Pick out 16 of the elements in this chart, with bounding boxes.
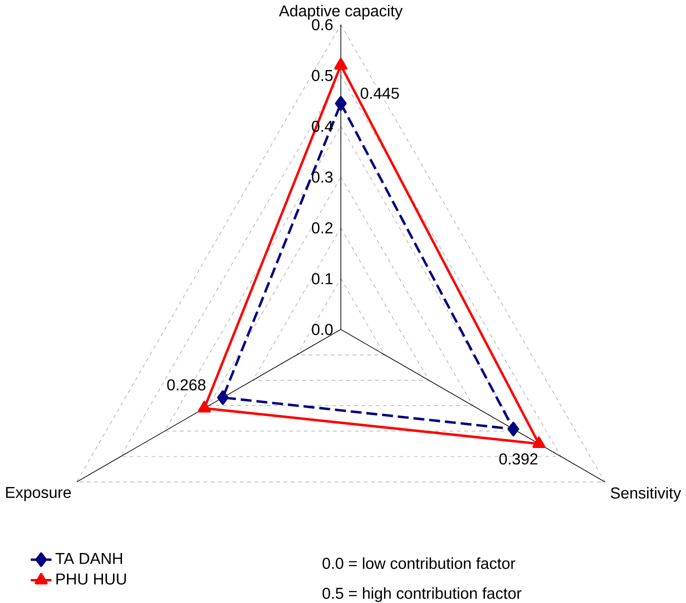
data-label: 0.268: [167, 379, 206, 390]
spoke-label: Exposure: [6, 486, 71, 502]
legend-label: TA DANH: [56, 552, 122, 564]
text: 0.5 = high contribution factor: [322, 587, 522, 602]
y-tick-label: 0.2: [312, 222, 332, 234]
spoke-label: Adaptive capacity: [278, 4, 403, 20]
data-label: 0.445: [360, 88, 399, 99]
y-tick-label: 0.6: [312, 18, 333, 30]
legend-label: PHU HUU: [56, 573, 126, 584]
y-tick-label: 0.3: [312, 171, 333, 183]
data-label: 0.392: [499, 453, 538, 464]
text: 0.0 = low contribution factor: [322, 557, 516, 569]
spoke-label: Sensitivity: [610, 486, 682, 502]
text: 0.0: [312, 324, 333, 335]
y-tick-label: 0.5: [312, 70, 333, 81]
y-tick-label: 0.1: [312, 272, 332, 284]
